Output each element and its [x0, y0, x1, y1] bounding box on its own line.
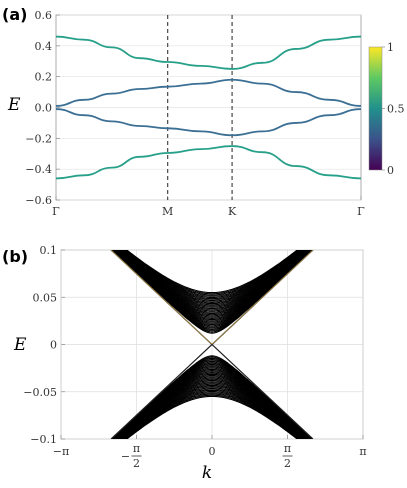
colorbar-tick-label: 1	[387, 41, 394, 54]
colorbar-tick-label: 0.5	[387, 103, 405, 116]
panel-b-ytick-label: 0.05	[33, 291, 58, 304]
panel-b-xlabel: k	[202, 463, 212, 483]
colorbar-tick-label: 0	[387, 164, 394, 177]
panel-b-ytick-label: 0	[50, 339, 57, 352]
panel-b-band-lower	[123, 392, 301, 439]
panel-a-ytick-label: 0.6	[35, 9, 53, 22]
panel-a-bands	[56, 35, 361, 180]
panel-b-band-lower	[124, 393, 300, 439]
panel-a-ytick-label: −0.4	[25, 163, 52, 176]
panel-a-ytick-label: 0.0	[35, 102, 53, 115]
panel-b-band-upper	[122, 250, 302, 299]
panel-b-bands	[110, 250, 314, 439]
panel-b-xtick-numerator: π	[284, 442, 291, 455]
panel-b-band-lower	[125, 395, 299, 439]
panel-b-xtick-fraction: −π 2	[121, 442, 142, 470]
panel-a-band-line	[56, 35, 361, 70]
panel-b-band-upper	[120, 250, 304, 302]
panel-a-ytick-label: −0.2	[25, 132, 52, 145]
panel-b-band-upper	[123, 250, 301, 297]
panel-b-xtick-label: −π	[53, 445, 69, 458]
panel-a-band-line	[56, 78, 361, 107]
panel-a-xtick-label: Γ	[357, 205, 365, 218]
panel-b-outer-band-edge	[110, 250, 314, 345]
panel-a-band-line	[56, 108, 361, 137]
panel-a-band-line	[56, 145, 361, 180]
colorbar: 10.50	[368, 41, 405, 177]
panel-b-band-lower	[118, 383, 306, 439]
panel-a-chart: 0.60.40.20.0−0.2−0.4−0.6Γ M K Γ	[25, 9, 365, 218]
panel-b-xtick-fraction: π2	[282, 442, 293, 470]
panel-b-band-upper	[118, 250, 306, 306]
panel-b-band-lower	[125, 394, 299, 439]
panel-a-ytick-label: 0.4	[35, 40, 53, 53]
panel-a-xtick-label: M	[162, 205, 173, 218]
panel-b-xtick-denominator: 2	[284, 457, 291, 470]
panel-b-ytick-label: −0.1	[30, 433, 57, 446]
panel-b-band-upper	[119, 250, 305, 303]
panel-b-ytick-label: 0.1	[40, 244, 58, 257]
panel-b-xtick-numerator: π	[133, 442, 140, 455]
panel-a-ytick-label: 0.2	[35, 71, 53, 84]
panel-a-ytick-label: −0.6	[25, 194, 52, 207]
panel-b-xtick-label: π	[359, 445, 366, 458]
panel-b-band-upper	[124, 250, 300, 296]
colorbar-gradient	[368, 46, 383, 171]
panel-b-band-upper	[125, 250, 299, 294]
panel-b-band-lower	[121, 388, 303, 439]
panel-label-b: (b)	[2, 247, 28, 266]
panel-b-xtick-sign: −	[121, 450, 130, 463]
panel-label-a: (a)	[2, 5, 27, 24]
panel-b-band-lower	[122, 389, 302, 439]
panel-b-band-upper	[125, 250, 299, 295]
panel-b-chart: 0.10.050−0.05−0.1−π −π20 π2π	[23, 244, 366, 470]
panel-b-band-upper	[121, 250, 303, 301]
panel-b-ytick-label: −0.05	[23, 386, 57, 399]
panel-b-band-lower	[120, 387, 304, 439]
panel-b-ylabel: E	[13, 335, 27, 355]
panel-b-xtick-label: 0	[209, 445, 216, 458]
panel-b-xtick-denominator: 2	[133, 457, 140, 470]
panel-a-xtick-label: K	[228, 205, 237, 218]
panel-b-band-lower	[119, 386, 305, 439]
panel-a-ylabel: E	[7, 95, 21, 115]
panel-b-band-lower	[122, 390, 302, 439]
panel-b-band-upper	[122, 250, 302, 300]
panel-a-xtick-label: Γ	[52, 205, 60, 218]
